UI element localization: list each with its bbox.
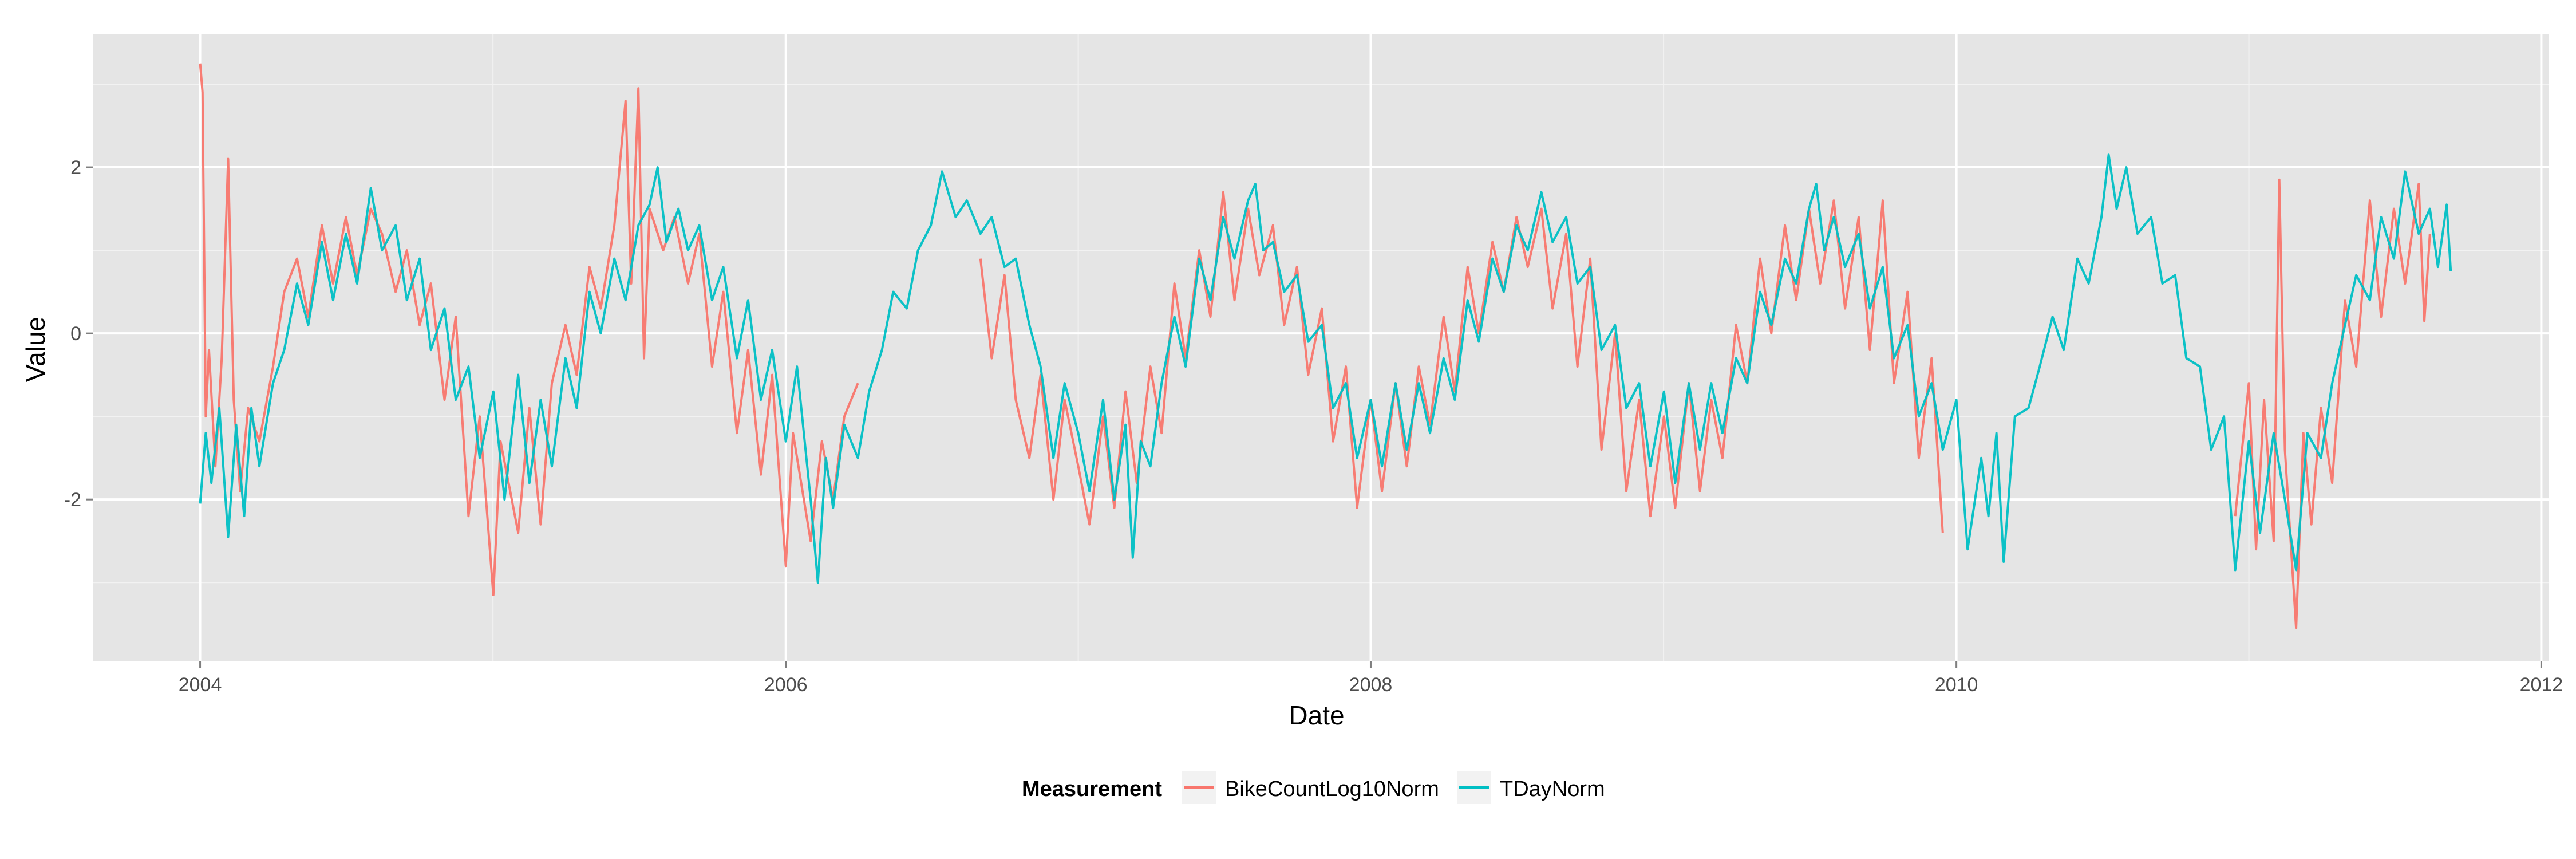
legend-key-tday <box>1457 771 1491 804</box>
x-tick-label: 2010 <box>1935 674 1978 696</box>
major-grid <box>93 34 2549 661</box>
x-tick-label: 2012 <box>2520 674 2563 696</box>
x-axis: 2004 2006 2008 2010 2012 <box>179 661 2563 696</box>
x-axis-title: Date <box>1289 700 1344 730</box>
legend-label-bikecount: BikeCountLog10Norm <box>1225 777 1439 801</box>
y-axis-title: Value <box>21 317 50 382</box>
x-tick-label: 2004 <box>179 674 222 696</box>
series-line-tdaynorm <box>199 153 2452 584</box>
y-tick-label: -2 <box>64 489 81 511</box>
series-layer <box>199 63 2452 629</box>
legend-label-tday: TDayNorm <box>1500 777 1605 801</box>
legend-title: Measurement <box>1022 777 1162 801</box>
plot-panel <box>93 34 2549 661</box>
minor-grid <box>93 34 2549 661</box>
series-line-bikecountlog10norm <box>2234 178 2431 629</box>
y-tick-label: 0 <box>70 323 81 345</box>
y-axis: 2 0 -2 <box>64 157 93 511</box>
x-tick-label: 2006 <box>764 674 808 696</box>
y-tick-label: 2 <box>70 157 81 179</box>
legend: Measurement BikeCountLog10Norm TDayNorm <box>1022 771 1605 804</box>
series-tdaynorm <box>199 153 2452 584</box>
series-line-bikecountlog10norm <box>199 63 859 596</box>
legend-key-bikecount <box>1182 771 1216 804</box>
x-tick-label: 2008 <box>1349 674 1393 696</box>
